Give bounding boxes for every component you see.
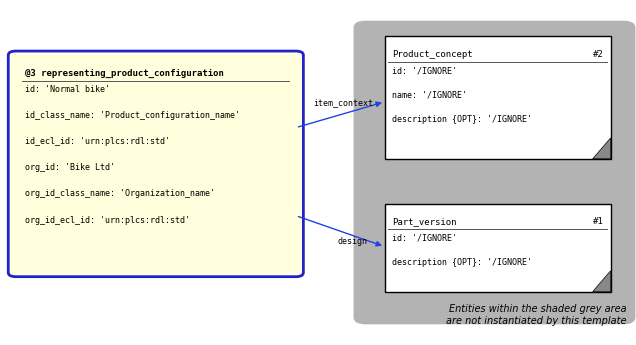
Polygon shape [593,271,611,292]
FancyBboxPatch shape [385,36,611,159]
Text: org_id: 'Bike Ltd': org_id: 'Bike Ltd' [25,163,116,172]
Text: name: '/IGNORE': name: '/IGNORE' [392,90,467,99]
Text: org_id_ecl_id: 'urn:plcs:rdl:std': org_id_ecl_id: 'urn:plcs:rdl:std' [25,216,190,225]
Text: id: '/IGNORE': id: '/IGNORE' [392,234,457,243]
Text: Product_concept: Product_concept [392,50,473,59]
Text: id: 'Normal bike': id: 'Normal bike' [25,85,111,93]
FancyBboxPatch shape [354,21,635,324]
Text: #2: #2 [593,50,604,59]
Polygon shape [593,138,611,159]
FancyBboxPatch shape [385,204,611,292]
Text: #1: #1 [593,217,604,226]
FancyBboxPatch shape [8,51,303,277]
Text: design: design [338,237,368,246]
Text: Entities within the shaded grey area
are not instantiated by this template: Entities within the shaded grey area are… [446,304,626,326]
Text: description {OPT}: '/IGNORE': description {OPT}: '/IGNORE' [392,258,532,267]
Text: org_id_class_name: 'Organization_name': org_id_class_name: 'Organization_name' [25,189,216,198]
Text: id: '/IGNORE': id: '/IGNORE' [392,66,457,75]
Text: item_context: item_context [314,98,373,107]
Text: id_ecl_id: 'urn:plcs:rdl:std': id_ecl_id: 'urn:plcs:rdl:std' [25,137,170,146]
Text: Part_version: Part_version [392,217,457,226]
Text: id_class_name: 'Product_configuration_name': id_class_name: 'Product_configuration_na… [25,111,240,120]
Text: description {OPT}: '/IGNORE': description {OPT}: '/IGNORE' [392,115,532,124]
Text: @3 representing_product_configuration: @3 representing_product_configuration [25,69,225,78]
